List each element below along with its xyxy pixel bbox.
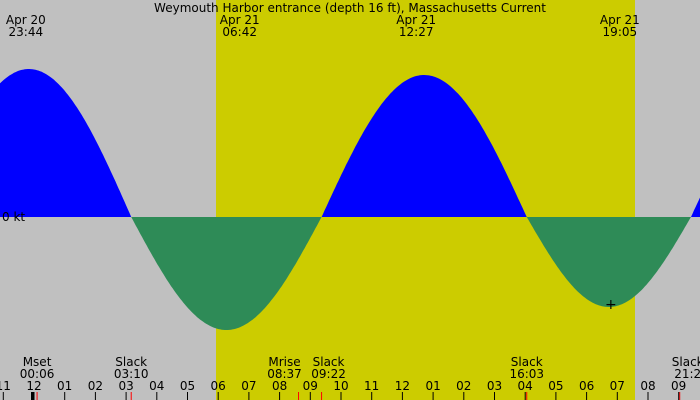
hour-tick-label: 04 — [149, 379, 164, 393]
extremum-time: 12:27 — [399, 25, 434, 39]
extremum-date: Apr 21 — [220, 13, 260, 27]
hour-tick-label: 02 — [456, 379, 471, 393]
hour-tick-label: 05 — [548, 379, 563, 393]
event-time: 16:03 — [509, 367, 544, 381]
hour-tick-label: 06 — [211, 379, 226, 393]
hour-tick-label: 05 — [180, 379, 195, 393]
event-time: 03:10 — [114, 367, 149, 381]
hour-tick-label: 01 — [425, 379, 440, 393]
event-label: Mrise — [268, 355, 300, 369]
chart-title: Weymouth Harbor entrance (depth 16 ft), … — [154, 1, 546, 15]
hour-tick-label: 09 — [671, 379, 686, 393]
hour-tick-label: 07 — [610, 379, 625, 393]
hour-tick-label: 11 — [0, 379, 11, 393]
hour-tick-label: 12 — [26, 379, 41, 393]
event-label: Slack — [313, 355, 345, 369]
hour-tick-label: 07 — [241, 379, 256, 393]
ebb-area — [526, 217, 691, 307]
event-time: 21:2 — [674, 367, 700, 381]
hour-tick-label: 08 — [272, 379, 287, 393]
hour-tick-label: 03 — [487, 379, 502, 393]
extremum-time: 19:05 — [603, 25, 638, 39]
flood-area — [690, 197, 700, 217]
hour-tick-label: 10 — [333, 379, 348, 393]
zero-label: 0 kt — [2, 210, 25, 224]
hour-tick-label: 06 — [579, 379, 594, 393]
event-time: 09:22 — [311, 367, 346, 381]
hour-tick-label: 02 — [88, 379, 103, 393]
event-label: Slack — [511, 355, 543, 369]
extremum-date: Apr 21 — [396, 13, 436, 27]
ebb-area — [131, 217, 322, 330]
hour-tick-label: 11 — [364, 379, 379, 393]
midnight-marker — [31, 392, 34, 400]
event-time: 00:06 — [20, 367, 55, 381]
extremum-time: 23:44 — [9, 25, 44, 39]
event-label: Slack — [672, 355, 700, 369]
event-time: 08:37 — [267, 367, 302, 381]
event-label: Mset — [23, 355, 52, 369]
hour-tick-label: 04 — [518, 379, 533, 393]
event-label: Slack — [115, 355, 147, 369]
hour-tick-label: 12 — [395, 379, 410, 393]
extremum-date: Apr 21 — [600, 13, 640, 27]
hour-tick-label: 08 — [640, 379, 655, 393]
flood-area — [321, 75, 527, 217]
extremum-time: 06:42 — [222, 25, 257, 39]
cursor-marker: + — [605, 297, 617, 313]
flood-area — [0, 69, 132, 217]
hour-tick-label: 01 — [57, 379, 72, 393]
hour-tick-label: 03 — [118, 379, 133, 393]
hour-tick-label: 09 — [303, 379, 318, 393]
extremum-date: Apr 20 — [6, 13, 46, 27]
